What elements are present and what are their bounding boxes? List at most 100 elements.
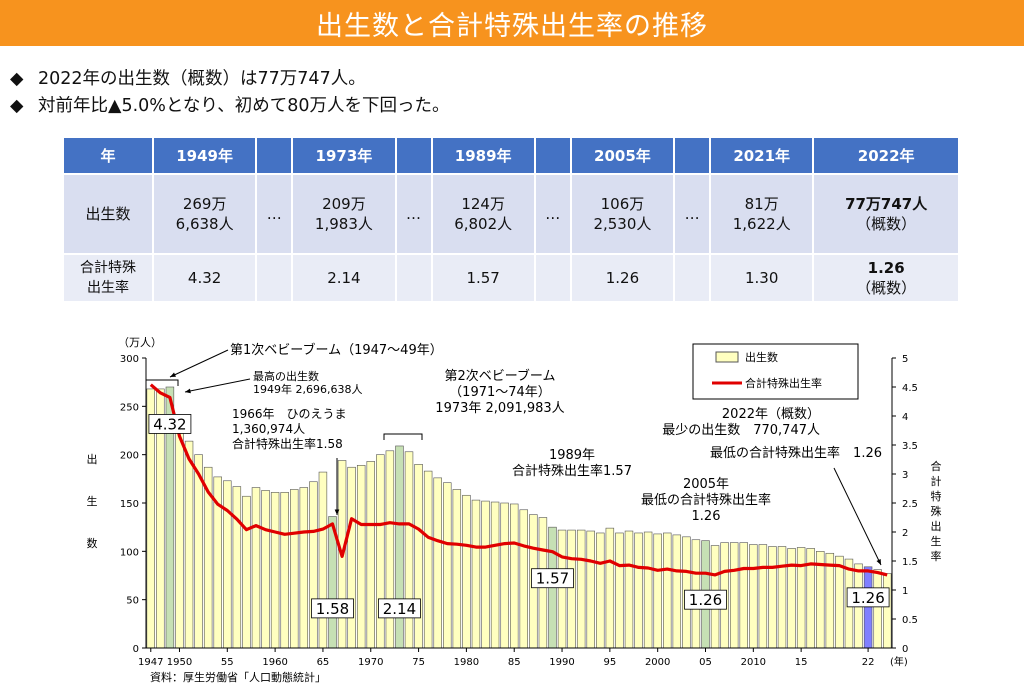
chart-bar [213, 476, 222, 649]
x-tick-label: 05 [699, 657, 712, 668]
y2-tick-label: 0.5 [902, 615, 918, 626]
bullet-1: ◆ 2022年の出生数（概数）は77万747人。 [10, 66, 449, 93]
table-cell: 1.57 [432, 255, 534, 301]
chart-bar [844, 558, 854, 649]
chart-bar [634, 532, 643, 649]
latest-arrow [833, 467, 882, 566]
chart-bar [529, 514, 538, 649]
annotation-2022-line3: 最低の合計特殊出生率 1.26 [710, 445, 882, 461]
chart-bar [423, 470, 433, 649]
chart-bar [328, 516, 337, 649]
chart-bar [519, 509, 528, 649]
chart-bar [404, 451, 414, 649]
max-births-arrow [184, 378, 251, 393]
x-tick-label: 55 [221, 657, 234, 668]
y-tick-label: 250 [120, 402, 139, 413]
table-cell: 81万 1,622人 [711, 175, 813, 253]
chart-bar [643, 531, 653, 649]
x-tick-label: 22 [862, 657, 875, 668]
x-tick-label: 15 [795, 657, 808, 668]
gap-cell [396, 255, 431, 301]
table-cell: 4.32 [154, 255, 256, 301]
chart-bar [806, 548, 815, 649]
chart-bar [318, 471, 328, 649]
chart-bar [203, 466, 213, 649]
chart-bar [395, 445, 404, 649]
chart-bar [385, 450, 395, 649]
chart-bar [280, 492, 289, 649]
summary-bullets: ◆ 2022年の出生数（概数）は77万747人。 ◆ 対前年比▲5.0%となり、初め… [10, 66, 449, 120]
chart-bar [538, 517, 548, 649]
gap-cell [396, 138, 431, 173]
annotation-boom2: （1971〜74年） [449, 385, 551, 400]
ellipsis-cell: … [535, 175, 570, 253]
row-label: 出生数 [64, 175, 152, 253]
gap-cell [675, 138, 710, 173]
boom1-bracket [145, 379, 179, 386]
header-cell: 1949年 [154, 138, 256, 173]
annotation-2005: 2005年 [683, 477, 729, 492]
y-tick-label: 300 [120, 354, 139, 365]
chart-bar [720, 542, 729, 649]
legend-bar-label: 出生数 [745, 350, 778, 364]
y-unit-label: （万人） [118, 336, 162, 349]
gap-cell [257, 138, 292, 173]
chart-bar [586, 530, 595, 649]
table-cell: 1.26 （概数） [814, 255, 958, 301]
y2-axis-label: 特 [931, 489, 942, 503]
chart-bar [232, 486, 242, 649]
chart-bar [758, 544, 768, 649]
chart-bar [337, 460, 347, 649]
annotation-1989: 合計特殊出生率1.57 [512, 463, 632, 479]
chart-bar [663, 532, 672, 649]
y2-axis-label: 合 [931, 459, 942, 473]
header-cell: 1989年 [432, 138, 534, 173]
chart-bar [452, 489, 462, 649]
chart-bar [768, 546, 777, 649]
chart-bar [710, 545, 720, 649]
chart-bar [251, 487, 261, 649]
chart-bar [682, 536, 691, 649]
bullet-text: 2022年の出生数（概数）は77万747人。 [38, 69, 366, 89]
ellipsis-cell: … [396, 175, 431, 253]
annotation-hinoe: 1966年 ひのえうま [232, 407, 347, 421]
y2-tick-label: 2.5 [902, 499, 918, 510]
y2-tick-label: 4.5 [902, 383, 918, 394]
chart-bar [481, 500, 490, 649]
value-label: 1.58 [316, 600, 349, 618]
y2-axis-label: 殊 [931, 504, 942, 518]
y2-tick-label: 5 [902, 354, 908, 365]
boom1-arrow [169, 349, 229, 378]
chart-bar [471, 499, 481, 649]
bullet-2: ◆ 対前年比▲5.0%となり、初めて80万人を下回った。 [10, 93, 449, 120]
table-cell: 77万747人 （概数） [814, 175, 958, 253]
chart-bar [146, 388, 156, 649]
table-header-row: 年 1949年 1973年 1989年 2005年 2021年 2022年 [64, 138, 958, 173]
x-tick-label: 2010 [741, 657, 766, 668]
chart-bar [557, 529, 567, 649]
chart-bar [854, 563, 863, 649]
y2-axis-label: 出 [931, 519, 942, 533]
y-axis-label: 生 [87, 494, 98, 508]
annotation-max-births: 1949年 2,696,638人 [253, 382, 362, 396]
chart-bar [825, 552, 835, 649]
annotation-boom2: 1973年 2,091,983人 [435, 401, 564, 416]
row-label: 合計特殊 出生率 [64, 255, 152, 301]
hinoe-arrow-head [334, 509, 340, 515]
chart-bar [835, 555, 844, 649]
chart-bar [796, 547, 806, 649]
y2-axis-label: 計 [931, 474, 942, 488]
chart-bar [223, 480, 232, 649]
chart-bar [548, 526, 557, 649]
tfr-row: 合計特殊 出生率 4.32 2.14 1.57 1.26 1.30 1.26 （概数… [64, 255, 958, 301]
y-axis-label: 出 [87, 452, 98, 466]
page-title: 出生数と合計特殊出生率の推移 [316, 10, 708, 42]
value-label: 4.32 [153, 415, 186, 433]
gap-cell [535, 255, 570, 301]
y2-axis-label: 率 [931, 549, 942, 563]
x-tick-label: 2000 [645, 657, 670, 668]
chart-bar [729, 542, 739, 649]
chart-bar [816, 551, 825, 649]
y-tick-label: 0 [133, 644, 139, 655]
annotation-max-births: 最高の出生数 [253, 369, 319, 383]
